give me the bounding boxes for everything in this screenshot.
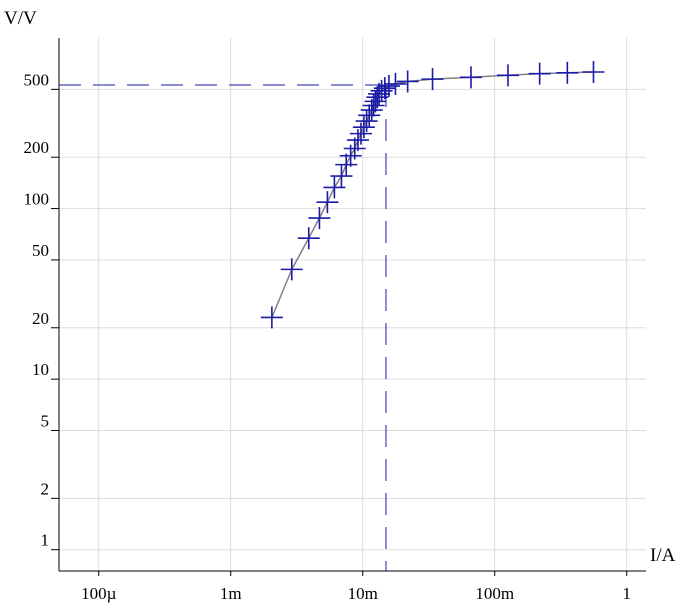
axes — [58, 38, 646, 572]
x-tick-label: 100m — [475, 584, 514, 603]
data-point — [362, 94, 385, 117]
data-point — [496, 64, 519, 87]
data-point — [323, 176, 346, 199]
y-tick-label: 200 — [24, 138, 50, 157]
data-point — [384, 72, 407, 95]
data-point — [349, 122, 372, 145]
data-point — [459, 66, 482, 89]
y-tick-label: 1 — [41, 531, 50, 550]
data-point — [360, 99, 383, 122]
data-point — [335, 153, 358, 176]
data-point — [352, 116, 375, 139]
data-point — [346, 129, 369, 152]
y-tick-label: 5 — [41, 411, 50, 430]
reference-lines — [59, 84, 387, 571]
y-tick-label: 50 — [32, 241, 49, 260]
data-point — [343, 137, 366, 160]
data-point — [373, 77, 396, 100]
data-point — [556, 61, 579, 84]
data-point — [260, 306, 283, 329]
y-tick-label: 10 — [32, 360, 49, 379]
grid — [59, 38, 646, 571]
data-point — [297, 227, 320, 250]
x-tick-label: 1 — [622, 584, 631, 603]
data-point — [377, 75, 400, 98]
data-point — [528, 62, 551, 85]
data-point — [582, 60, 605, 83]
data-point — [358, 104, 381, 127]
y-tick-label: 100 — [24, 190, 50, 209]
y-tick-label: 20 — [32, 309, 49, 328]
data-point — [421, 68, 444, 91]
x-tick-label: 1m — [220, 584, 242, 603]
x-axis-label: I/A — [650, 545, 676, 566]
y-tick-label: 2 — [41, 479, 50, 498]
tick-labels: 100µ 1m 10m 100m 1 1 2 5 10 20 50 100 200 500 — [24, 70, 631, 603]
x-tick-label: 100µ — [81, 584, 117, 603]
series — [260, 60, 605, 329]
data-point — [396, 70, 419, 93]
data-point — [280, 258, 303, 281]
data-point — [316, 191, 339, 214]
data-point — [308, 207, 331, 230]
y-axis-label: V/V — [4, 8, 37, 29]
data-point — [330, 165, 353, 188]
series-line — [271, 71, 594, 318]
data-point — [355, 110, 378, 133]
y-tick-label: 500 — [24, 70, 50, 89]
x-tick-label: 10m — [348, 584, 378, 603]
